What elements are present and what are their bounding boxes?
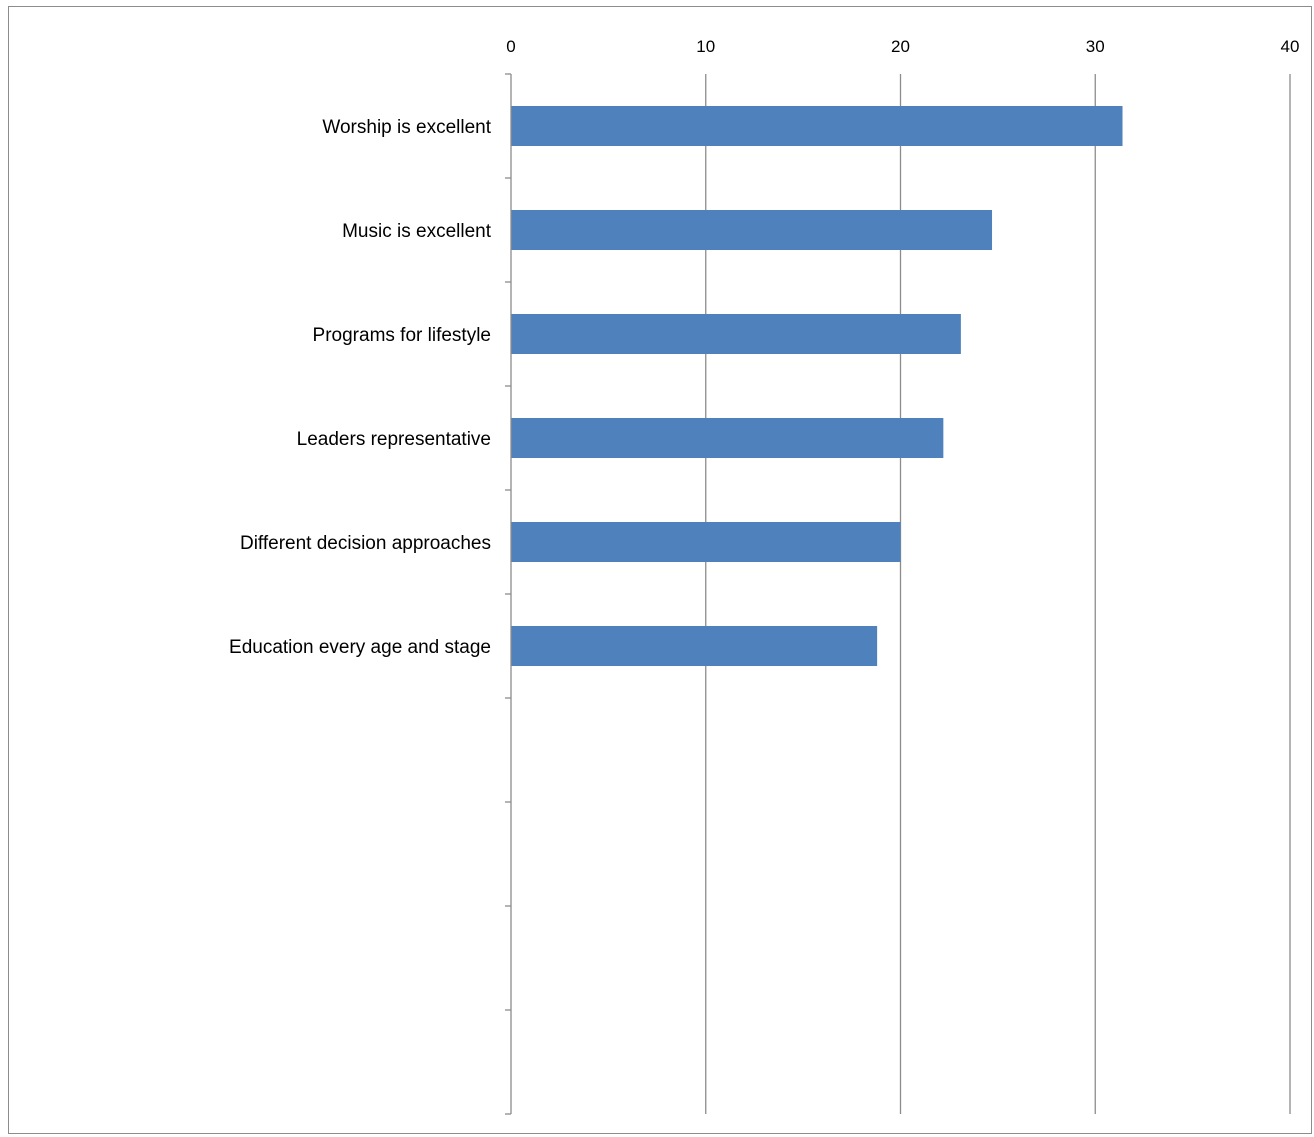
x-tick-label: 10 [696,37,715,56]
bar [511,522,901,562]
category-axis [505,73,512,1115]
category-label: Different decision approaches [240,533,491,554]
category-labels: Worship is excellent Music is excellent Pr… [229,117,492,658]
x-tick-label: 20 [891,37,910,56]
bar [511,210,993,250]
bar [511,106,1123,146]
category-label: Music is excellent [342,221,492,242]
bar [511,314,961,354]
x-tick-label: 0 [506,37,515,56]
bars [511,106,1123,666]
category-label: Programs for lifestyle [313,325,491,346]
category-label: Education every age and stage [229,637,491,658]
bar [511,418,944,458]
value-axis-ticks: 0 10 20 30 40 [506,37,1299,56]
category-label: Leaders representative [297,429,491,450]
x-tick-label: 30 [1086,37,1105,56]
x-tick-label: 40 [1281,37,1300,56]
category-label: Worship is excellent [322,117,491,138]
bar [511,626,878,666]
